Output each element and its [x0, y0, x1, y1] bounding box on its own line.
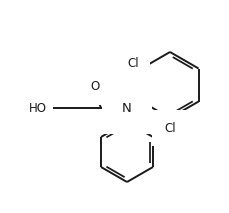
Text: HO: HO — [29, 102, 47, 115]
Text: N: N — [122, 102, 131, 115]
Text: O: O — [90, 81, 99, 94]
Text: Cl: Cl — [126, 57, 138, 70]
Text: Cl: Cl — [164, 121, 175, 134]
